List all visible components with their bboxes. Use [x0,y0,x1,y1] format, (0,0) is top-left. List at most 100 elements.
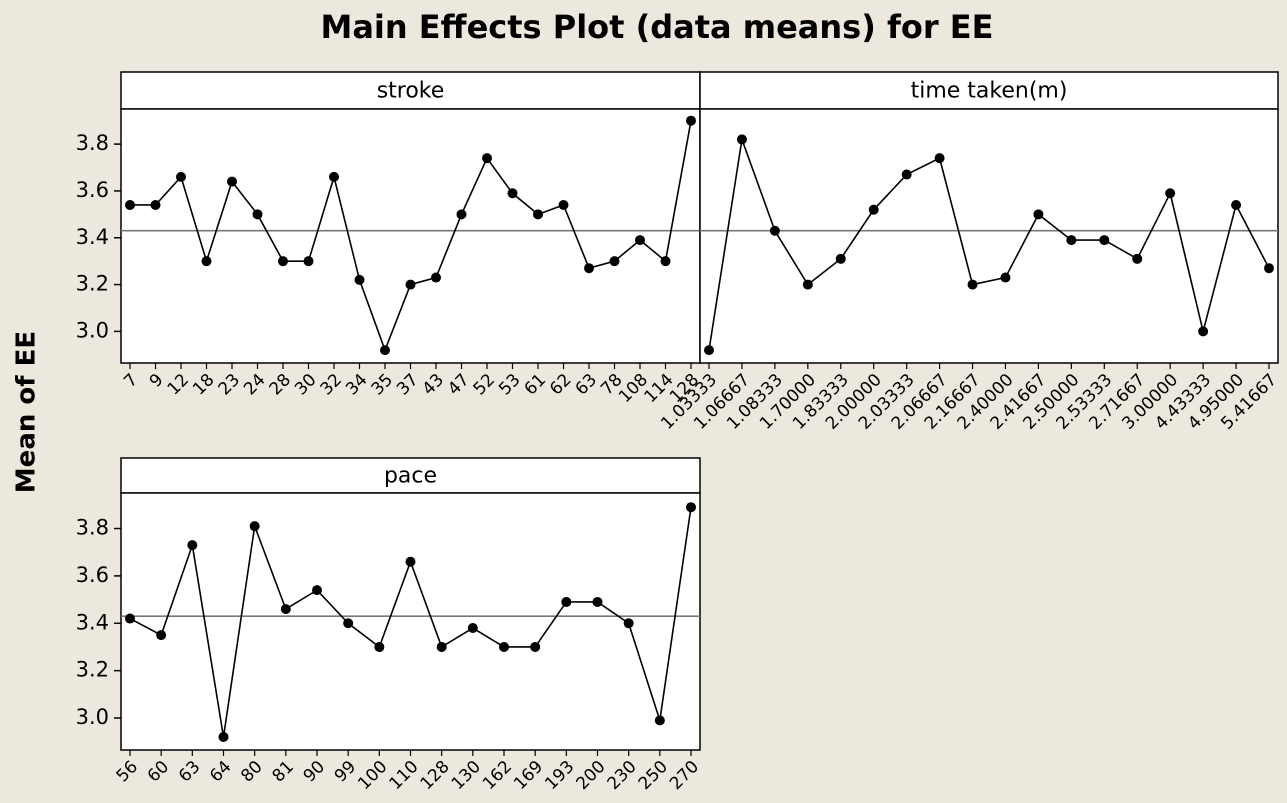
data-point [934,153,945,164]
data-point [125,199,135,210]
y-tick-label: 3.2 [76,272,109,296]
x-tick-label: 128 [417,757,454,794]
data-point [303,256,314,267]
data-point [354,274,365,285]
data-point [686,502,696,513]
panel-title: pace [384,464,437,489]
data-point [456,209,467,220]
x-tick-label: 130 [448,757,485,794]
data-point [609,256,620,267]
x-tick-label: 200 [572,757,609,794]
y-tick-label: 3.6 [76,178,109,202]
x-tick-label: 56 [113,757,142,786]
y-tick-label: 3.4 [76,225,109,249]
chart-title: Main Effects Plot (data means) for EE [320,8,993,46]
data-point [704,345,714,356]
panel-strip [699,71,1279,110]
data-point [592,596,603,607]
x-tick-label: 193 [541,757,578,794]
data-point [249,521,260,532]
data-point [329,171,339,182]
x-tick-label: 64 [206,757,235,786]
data-line [708,139,1270,351]
data-point [967,279,978,290]
data-point [558,199,569,210]
data-point [868,204,879,215]
data-point [499,641,509,652]
data-point [467,623,478,634]
data-point [252,209,263,220]
data-point [1099,235,1110,246]
y-tick-label: 3.2 [76,658,109,682]
data-point [623,618,634,629]
x-tick-label: 250 [635,757,672,794]
panel-strip [120,71,701,110]
data-point [507,188,518,199]
data-point [1066,235,1077,246]
data-point [769,225,780,236]
data-point [1165,188,1176,199]
data-point [374,641,385,652]
x-tick-label: 9 [146,370,168,392]
x-tick-label: 169 [510,757,547,794]
data-point [530,641,541,652]
data-point [227,176,237,187]
x-tick-label: 80 [237,757,266,786]
data-point [405,556,416,567]
x-tick-label: 230 [604,757,641,794]
x-tick-label: 81 [268,757,297,786]
data-point [533,209,543,220]
panel-title: stroke [377,79,445,104]
data-point [736,134,747,145]
data-point [280,604,291,615]
data-point [1264,263,1274,274]
data-point [405,279,416,290]
data-point [660,256,671,267]
data-point [436,641,447,652]
data-point [802,279,813,290]
data-point [686,115,696,126]
data-point [561,596,572,607]
plot-area [699,108,1279,364]
plot-area [120,492,701,751]
data-point [901,169,912,180]
data-point [218,731,229,742]
x-tick-label: 90 [300,757,329,786]
data-point [482,153,492,164]
y-tick-label: 3.0 [76,318,109,342]
data-point [584,263,594,274]
panel-strip [120,457,701,494]
data-point [201,256,212,267]
data-point [1000,272,1011,283]
data-point [150,199,161,210]
data-point [176,171,186,182]
data-point [278,256,288,267]
x-tick-label: 60 [144,757,173,786]
y-tick-label: 3.8 [76,516,109,540]
x-tick-label: 7 [120,370,142,392]
y-tick-label: 3.8 [76,131,109,155]
data-point [187,540,198,551]
x-tick-label: 270 [666,757,703,794]
data-point [635,235,645,246]
x-tick-label: 162 [479,757,516,794]
x-tick-label: 63 [175,757,204,786]
data-point [343,618,354,629]
data-point [835,253,846,264]
data-point [125,613,135,624]
data-point [1033,209,1044,220]
data-point [654,715,665,726]
x-tick-label: 100 [354,757,391,794]
panel-title: time taken(m) [911,79,1068,104]
data-point [312,585,322,596]
data-point [1231,199,1242,210]
data-point [156,630,167,641]
x-tick-label: 110 [385,757,422,794]
data-point [1198,326,1209,337]
plot-area [120,108,701,364]
data-point [1132,253,1143,264]
data-point [380,345,390,356]
y-tick-label: 3.6 [76,563,109,587]
y-axis-label: Mean of EE [12,331,42,493]
